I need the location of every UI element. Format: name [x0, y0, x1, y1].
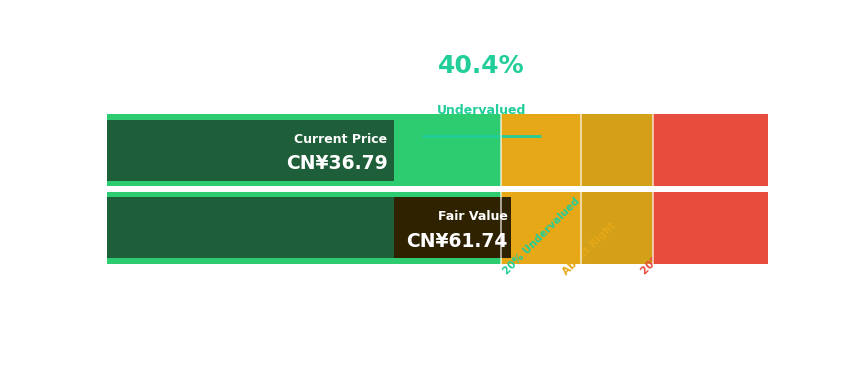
Bar [106, 192, 501, 264]
Bar [652, 114, 767, 186]
Bar [501, 192, 580, 264]
Text: Current Price: Current Price [294, 133, 387, 146]
Bar [106, 114, 501, 186]
Bar [580, 192, 652, 264]
Bar [106, 197, 501, 258]
Text: 40.4%: 40.4% [438, 54, 524, 78]
Text: CN¥61.74: CN¥61.74 [406, 232, 507, 251]
Text: Undervalued: Undervalued [436, 104, 526, 117]
Bar [580, 114, 652, 186]
Bar [106, 120, 394, 181]
Text: Fair Value: Fair Value [438, 210, 507, 223]
Bar [652, 192, 767, 264]
Text: About Right: About Right [561, 220, 617, 277]
Text: 20% Overvalued: 20% Overvalued [639, 202, 713, 277]
Text: 20% Undervalued: 20% Undervalued [501, 196, 581, 277]
Bar [394, 197, 510, 258]
Bar [501, 114, 580, 186]
Text: CN¥36.79: CN¥36.79 [285, 154, 387, 173]
